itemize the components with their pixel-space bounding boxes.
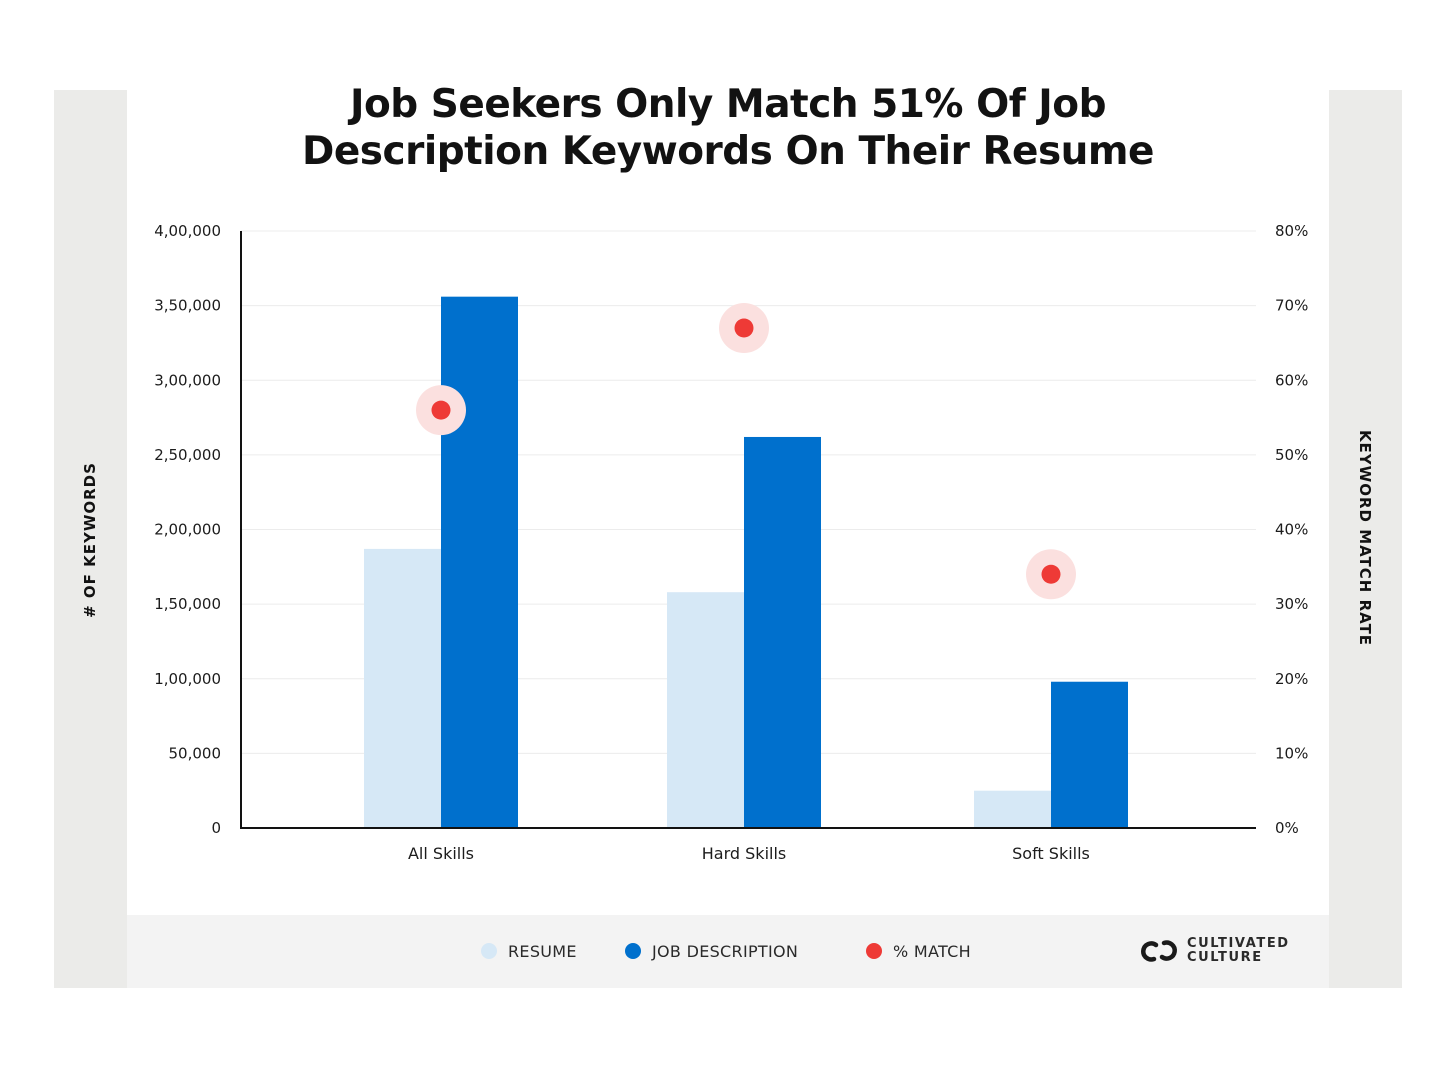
right-tick-label: 50% — [1275, 446, 1308, 464]
match-point — [1041, 564, 1061, 584]
brand-logo: CULTIVATED CULTURE — [1140, 934, 1290, 968]
legend-swatch-job-description — [625, 943, 641, 959]
bar-job-description — [744, 436, 821, 828]
left-tick-label: 0 — [211, 819, 221, 837]
bar-job-description — [1051, 681, 1128, 828]
legend-swatch-resume — [481, 943, 497, 959]
right-tick-label: 10% — [1275, 744, 1308, 762]
left-tick-label: 2,50,000 — [154, 446, 221, 464]
left-tick-label: 3,50,000 — [154, 297, 221, 315]
legend-band — [127, 915, 1329, 988]
left-tick-label: 50,000 — [169, 744, 222, 762]
brand-name-line-1: CULTIVATED — [1187, 936, 1290, 951]
right-tick-label: 70% — [1275, 297, 1308, 315]
legend-item-match: % MATCH — [866, 940, 971, 962]
legend-label-match: % MATCH — [893, 941, 971, 961]
bar-job-description — [441, 296, 518, 828]
right-side-band — [1329, 90, 1402, 988]
left-side-band — [54, 90, 127, 988]
chart-title-line-2: Description Keywords On Their Resume — [301, 129, 1155, 174]
link-icon — [1141, 940, 1177, 962]
match-point — [734, 318, 754, 338]
right-tick-label: 20% — [1275, 670, 1308, 688]
right-tick-label: 60% — [1275, 371, 1308, 389]
chart-title-line-1: Job Seekers Only Match 51% Of Job — [349, 82, 1107, 127]
left-tick-label: 1,50,000 — [154, 595, 221, 613]
right-tick-label: 30% — [1275, 595, 1308, 613]
legend-item-job-description: JOB DESCRIPTION — [625, 940, 798, 962]
brand-name-line-2: CULTURE — [1187, 950, 1263, 965]
bar-resume — [364, 548, 441, 828]
left-tick-label: 1,00,000 — [154, 670, 221, 688]
right-tick-label: 40% — [1275, 521, 1308, 539]
category-label: All Skills — [408, 844, 474, 863]
legend-label-resume: RESUME — [508, 941, 577, 961]
legend-label-job-description: JOB DESCRIPTION — [652, 941, 799, 961]
left-tick-label: 4,00,000 — [154, 222, 221, 240]
bar-resume — [667, 592, 744, 828]
left-tick-label: 3,00,000 — [154, 371, 221, 389]
legend-item-resume: RESUME — [481, 940, 577, 962]
category-label: Soft Skills — [1012, 844, 1090, 863]
right-tick-label: 0% — [1275, 819, 1299, 837]
bar-resume — [974, 790, 1051, 828]
legend-swatch-match — [866, 943, 882, 959]
right-tick-label: 80% — [1275, 222, 1308, 240]
match-point — [431, 400, 451, 420]
category-label: Hard Skills — [702, 844, 786, 863]
left-tick-label: 2,00,000 — [154, 521, 221, 539]
